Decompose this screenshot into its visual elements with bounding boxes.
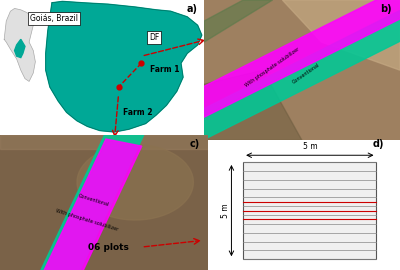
Polygon shape: [204, 0, 273, 42]
Text: b): b): [380, 4, 392, 14]
Polygon shape: [0, 135, 208, 148]
Text: Farm 2: Farm 2: [123, 108, 152, 117]
Text: With phosphate solubilizer: With phosphate solubilizer: [244, 47, 301, 88]
Polygon shape: [151, 0, 400, 156]
Text: 06 plots: 06 plots: [88, 242, 128, 252]
Polygon shape: [118, 0, 400, 150]
Text: Goiás, Brazil: Goiás, Brazil: [30, 14, 78, 23]
Text: Farm 1: Farm 1: [150, 65, 179, 74]
Polygon shape: [14, 39, 25, 58]
Polygon shape: [77, 144, 194, 220]
Text: With phosphate solubilizer: With phosphate solubilizer: [56, 208, 119, 232]
Text: c): c): [190, 139, 200, 149]
Polygon shape: [33, 139, 142, 270]
Text: a): a): [186, 4, 198, 14]
Text: 5 m: 5 m: [221, 203, 230, 218]
Text: Conventional: Conventional: [291, 62, 321, 84]
Bar: [243, 162, 376, 259]
Text: Conventional: Conventional: [77, 193, 110, 207]
Text: DF: DF: [149, 33, 159, 42]
Polygon shape: [39, 119, 148, 270]
Polygon shape: [46, 1, 202, 132]
Text: 5 m: 5 m: [302, 142, 317, 151]
Polygon shape: [4, 8, 35, 82]
Polygon shape: [204, 70, 302, 140]
Text: d): d): [373, 139, 384, 149]
Polygon shape: [282, 0, 400, 70]
